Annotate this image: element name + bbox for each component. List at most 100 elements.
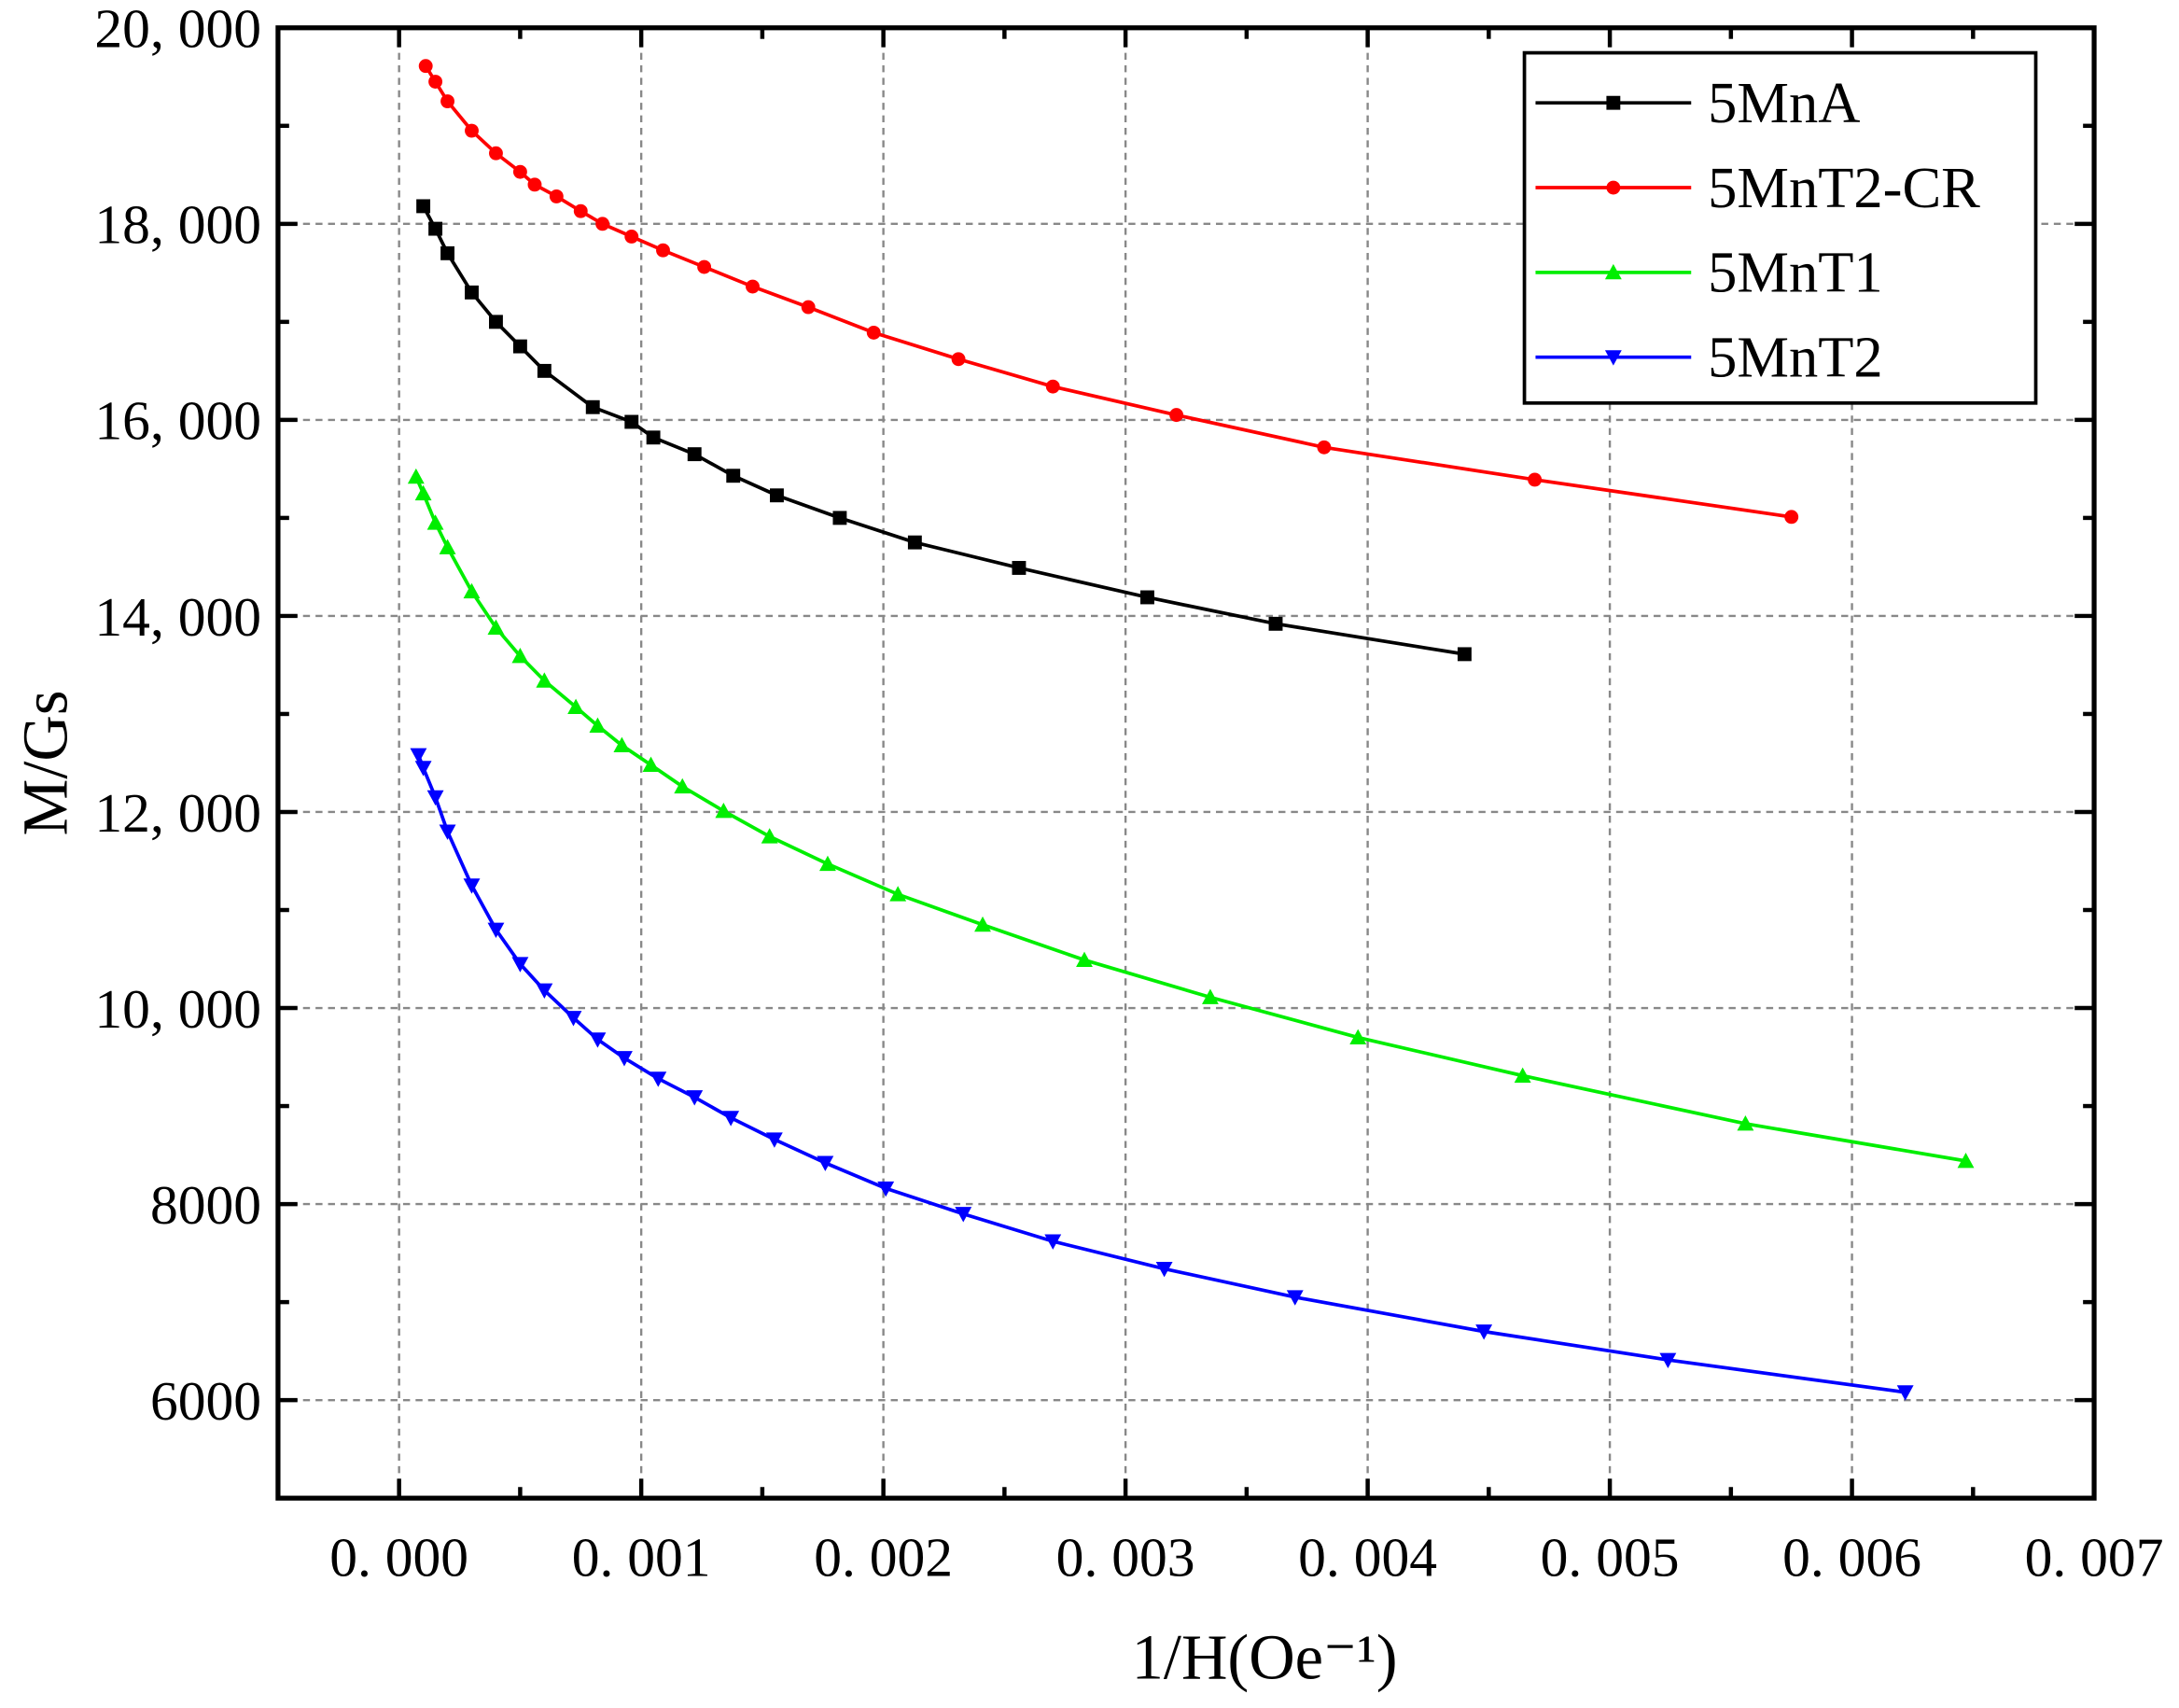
marker — [1659, 1352, 1677, 1369]
x-tick-label: 0. 004 — [1298, 1527, 1437, 1589]
marker — [1076, 951, 1093, 968]
marker — [1606, 180, 1621, 195]
marker — [624, 414, 639, 429]
marker — [1957, 1152, 1975, 1169]
marker — [907, 535, 922, 550]
marker — [487, 619, 505, 635]
marker — [1202, 988, 1219, 1004]
y-axis-label: M/Gs — [10, 690, 81, 835]
marker — [428, 75, 443, 89]
x-tick-label: 0. 001 — [572, 1527, 711, 1589]
marker — [746, 279, 760, 294]
marker — [819, 855, 836, 872]
marker — [536, 983, 553, 1000]
marker — [687, 447, 702, 462]
marker — [1606, 95, 1621, 110]
marker — [585, 399, 600, 414]
marker — [722, 1111, 740, 1127]
legend-label: 5MnT2-CR — [1708, 155, 1980, 220]
x-tick-label: 0. 000 — [329, 1527, 468, 1589]
marker — [1784, 510, 1799, 525]
plot-frame — [275, 25, 2097, 1501]
marker — [1528, 472, 1543, 487]
marker — [1737, 1115, 1754, 1131]
marker — [955, 1207, 972, 1223]
marker — [951, 352, 966, 367]
marker — [489, 315, 503, 329]
x-axis-label: 1/H(Oe⁻¹) — [1132, 1622, 1398, 1693]
marker — [407, 468, 425, 484]
marker — [416, 199, 431, 214]
marker — [889, 886, 907, 902]
marker — [801, 300, 816, 315]
marker — [589, 1032, 607, 1048]
x-tick-label: 0. 007 — [2025, 1527, 2164, 1589]
marker — [512, 339, 527, 354]
marker — [1140, 590, 1154, 605]
legend-label: 5MnA — [1708, 70, 1860, 135]
marker — [465, 285, 479, 300]
marker — [1317, 440, 1332, 455]
marker — [537, 363, 552, 378]
marker — [817, 1155, 834, 1171]
marker — [567, 698, 585, 715]
series-line — [416, 754, 1906, 1394]
marker — [674, 777, 691, 794]
marker — [1604, 350, 1622, 366]
marker — [1268, 616, 1283, 631]
marker — [487, 922, 505, 938]
series-line — [414, 476, 1966, 1163]
legend-box — [1522, 50, 2038, 405]
marker — [650, 1071, 667, 1087]
y-tick-label: 12, 000 — [94, 782, 261, 844]
marker — [974, 916, 991, 932]
marker — [410, 748, 427, 764]
marker — [595, 217, 610, 231]
marker — [428, 221, 443, 236]
marker — [686, 1090, 704, 1106]
marker — [489, 146, 503, 161]
marker — [646, 430, 661, 445]
legend-label: 5MnT2 — [1708, 325, 1883, 390]
marker — [616, 1051, 633, 1067]
marker — [414, 761, 432, 777]
y-tick-label: 8000 — [150, 1174, 261, 1236]
marker — [426, 514, 444, 530]
marker — [832, 511, 847, 525]
marker — [642, 756, 660, 773]
marker — [1044, 1234, 1062, 1250]
y-tick-label: 20, 000 — [94, 0, 261, 60]
y-tick-label: 6000 — [150, 1370, 261, 1432]
marker — [877, 1181, 895, 1197]
marker — [656, 243, 670, 258]
marker — [770, 488, 784, 503]
marker — [866, 325, 881, 340]
marker — [1169, 408, 1184, 423]
series-line — [421, 205, 1465, 656]
marker — [536, 672, 553, 688]
marker — [440, 94, 455, 108]
marker — [613, 736, 631, 753]
marker — [1604, 263, 1622, 280]
marker — [1012, 561, 1027, 575]
series-line — [424, 64, 1792, 519]
marker — [761, 828, 778, 844]
marker — [426, 790, 444, 806]
marker — [1045, 379, 1060, 394]
marker — [715, 802, 733, 819]
marker — [414, 484, 432, 501]
marker — [1155, 1261, 1173, 1278]
marker — [573, 203, 588, 218]
y-tick-label: 18, 000 — [94, 194, 261, 256]
marker — [463, 582, 481, 599]
marker — [418, 59, 433, 74]
marker — [765, 1132, 783, 1148]
marker — [726, 469, 741, 483]
marker — [697, 259, 712, 274]
marker — [1475, 1324, 1493, 1340]
marker — [1286, 1290, 1304, 1306]
x-tick-label: 0. 005 — [1541, 1527, 1680, 1589]
y-tick-label: 16, 000 — [94, 390, 261, 452]
